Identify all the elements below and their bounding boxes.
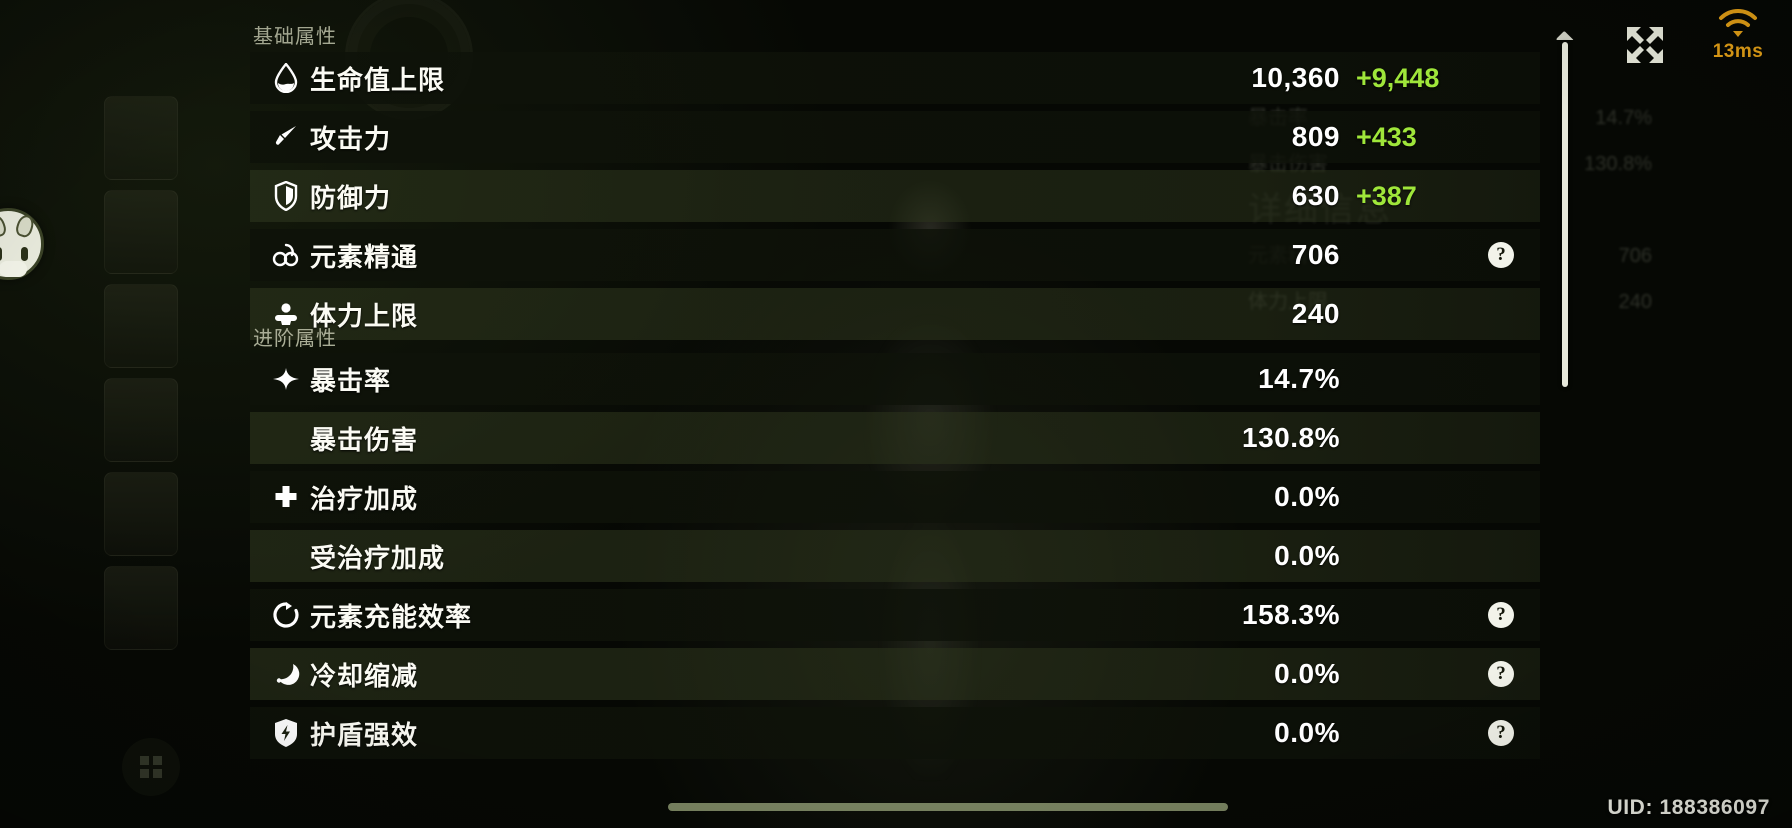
shield-strength-icon — [266, 716, 306, 750]
fullscreen-expand-button[interactable] — [1622, 22, 1668, 68]
wifi-signal-icon — [1719, 8, 1757, 37]
character-thumb[interactable] — [104, 96, 178, 180]
stat-label: 攻击力 — [310, 123, 392, 154]
stat-value: 130.8% — [1242, 422, 1340, 453]
stat-value: 10,360 — [1251, 62, 1340, 93]
vertical-scrollbar[interactable] — [1562, 42, 1568, 387]
stat-value: 0.0% — [1274, 540, 1340, 571]
incoming-healing-icon-placeholder — [266, 539, 306, 573]
attack-sword-icon — [266, 120, 306, 154]
fullscreen-expand-icon — [1627, 27, 1663, 63]
stat-value: 0.0% — [1274, 717, 1340, 748]
stat-label: 护盾强效 — [310, 719, 419, 750]
ghost-line-value: 14.7% — [1595, 107, 1652, 129]
mascot-snout — [0, 261, 27, 277]
help-slot: ? — [1468, 661, 1514, 687]
character-thumb[interactable] — [104, 566, 178, 650]
help-icon[interactable]: ? — [1488, 720, 1514, 746]
help-slot: ? — [1468, 720, 1514, 746]
elemental-mastery-icon — [266, 238, 306, 272]
top-right-hud: 13ms — [1622, 6, 1774, 68]
stat-label: 生命值上限 — [310, 64, 446, 95]
stat-row-stamina[interactable]: 体力上限 240 — [250, 288, 1540, 340]
hp-droplet-icon — [266, 61, 306, 95]
attributes-panel: 基础属性 生命值上限 10,360 +9,448 攻击力 809 +433 — [250, 0, 1540, 828]
stat-label: 治疗加成 — [310, 483, 419, 514]
crit-damage-icon-placeholder — [266, 421, 306, 455]
stat-label: 暴击伤害 — [310, 424, 419, 455]
stat-value: 809 — [1291, 121, 1340, 152]
stat-label: 元素充能效率 — [310, 601, 473, 632]
stat-value: 630 — [1291, 180, 1340, 211]
section-title-advanced: 进阶属性 — [253, 328, 337, 350]
stat-row-def[interactable]: 防御力 630 +387 — [250, 170, 1540, 222]
healing-bonus-icon — [266, 480, 306, 514]
stat-row-energy-recharge[interactable]: 元素充能效率 158.3% ? — [250, 589, 1540, 641]
stat-row-incoming-healing[interactable]: 受治疗加成 0.0% — [250, 530, 1540, 582]
stat-row-healing-bonus[interactable]: 治疗加成 0.0% — [250, 471, 1540, 523]
stat-row-atk[interactable]: 攻击力 809 +433 — [250, 111, 1540, 163]
energy-recharge-icon — [266, 598, 306, 632]
cooldown-reduction-icon — [266, 657, 306, 691]
uid-label: UID: 188386097 — [1607, 796, 1770, 819]
help-icon[interactable]: ? — [1488, 242, 1514, 268]
stat-label: 暴击率 — [310, 365, 392, 396]
ghost-line-value: 706 — [1618, 245, 1652, 267]
ghost-line-value: 240 — [1618, 291, 1652, 313]
stat-value: 240 — [1291, 298, 1340, 329]
crit-rate-star-icon — [266, 362, 306, 396]
stat-value: 706 — [1291, 239, 1340, 270]
ping-latency-label: 13ms — [1712, 41, 1764, 62]
character-thumb[interactable] — [104, 378, 178, 462]
character-thumb[interactable] — [104, 472, 178, 556]
help-icon[interactable]: ? — [1488, 602, 1514, 628]
stat-value: 0.0% — [1274, 658, 1340, 689]
mascot-ear-right — [13, 213, 37, 239]
mascot-eye-right — [21, 247, 28, 261]
stat-bonus: +433 — [1356, 122, 1417, 152]
horizontal-scrollbar[interactable] — [668, 803, 1228, 811]
mascot-eye-left — [0, 247, 2, 261]
stat-value: 158.3% — [1242, 599, 1340, 630]
stat-bonus: +387 — [1356, 181, 1417, 211]
help-icon[interactable]: ? — [1488, 661, 1514, 687]
character-thumb[interactable] — [104, 190, 178, 274]
stat-bonus: +9,448 — [1356, 63, 1440, 93]
stat-label: 防御力 — [310, 182, 392, 213]
stat-label: 受治疗加成 — [310, 542, 446, 573]
mascot-ear-left — [0, 213, 9, 239]
stat-row-hp[interactable]: 生命值上限 10,360 +9,448 — [250, 52, 1540, 104]
character-rail — [0, 0, 200, 828]
stat-label: 冷却缩减 — [310, 660, 419, 691]
ghost-line-value: 130.8% — [1584, 153, 1652, 175]
help-slot: ? — [1468, 242, 1514, 268]
stat-row-cooldown-reduction[interactable]: 冷却缩减 0.0% ? — [250, 648, 1540, 700]
help-slot: ? — [1468, 602, 1514, 628]
stat-value: 0.0% — [1274, 481, 1340, 512]
stat-row-elemental-mastery[interactable]: 元素精通 706 ? — [250, 229, 1540, 281]
stat-row-crit-rate[interactable]: 暴击率 14.7% — [250, 353, 1540, 405]
stat-row-crit-dmg[interactable]: 暴击伤害 130.8% — [250, 412, 1540, 464]
grid-icon — [140, 756, 162, 778]
stat-row-shield-strength[interactable]: 护盾强效 0.0% ? — [250, 707, 1540, 759]
section-title-base: 基础属性 — [253, 26, 337, 48]
stat-value: 14.7% — [1258, 363, 1340, 394]
defense-shield-icon — [266, 179, 306, 213]
network-status[interactable]: 13ms — [1702, 6, 1774, 63]
stat-label: 元素精通 — [310, 241, 419, 272]
character-thumb[interactable] — [104, 284, 178, 368]
mascot-avatar-icon[interactable] — [0, 208, 44, 280]
grid-menu-button[interactable] — [122, 738, 180, 796]
